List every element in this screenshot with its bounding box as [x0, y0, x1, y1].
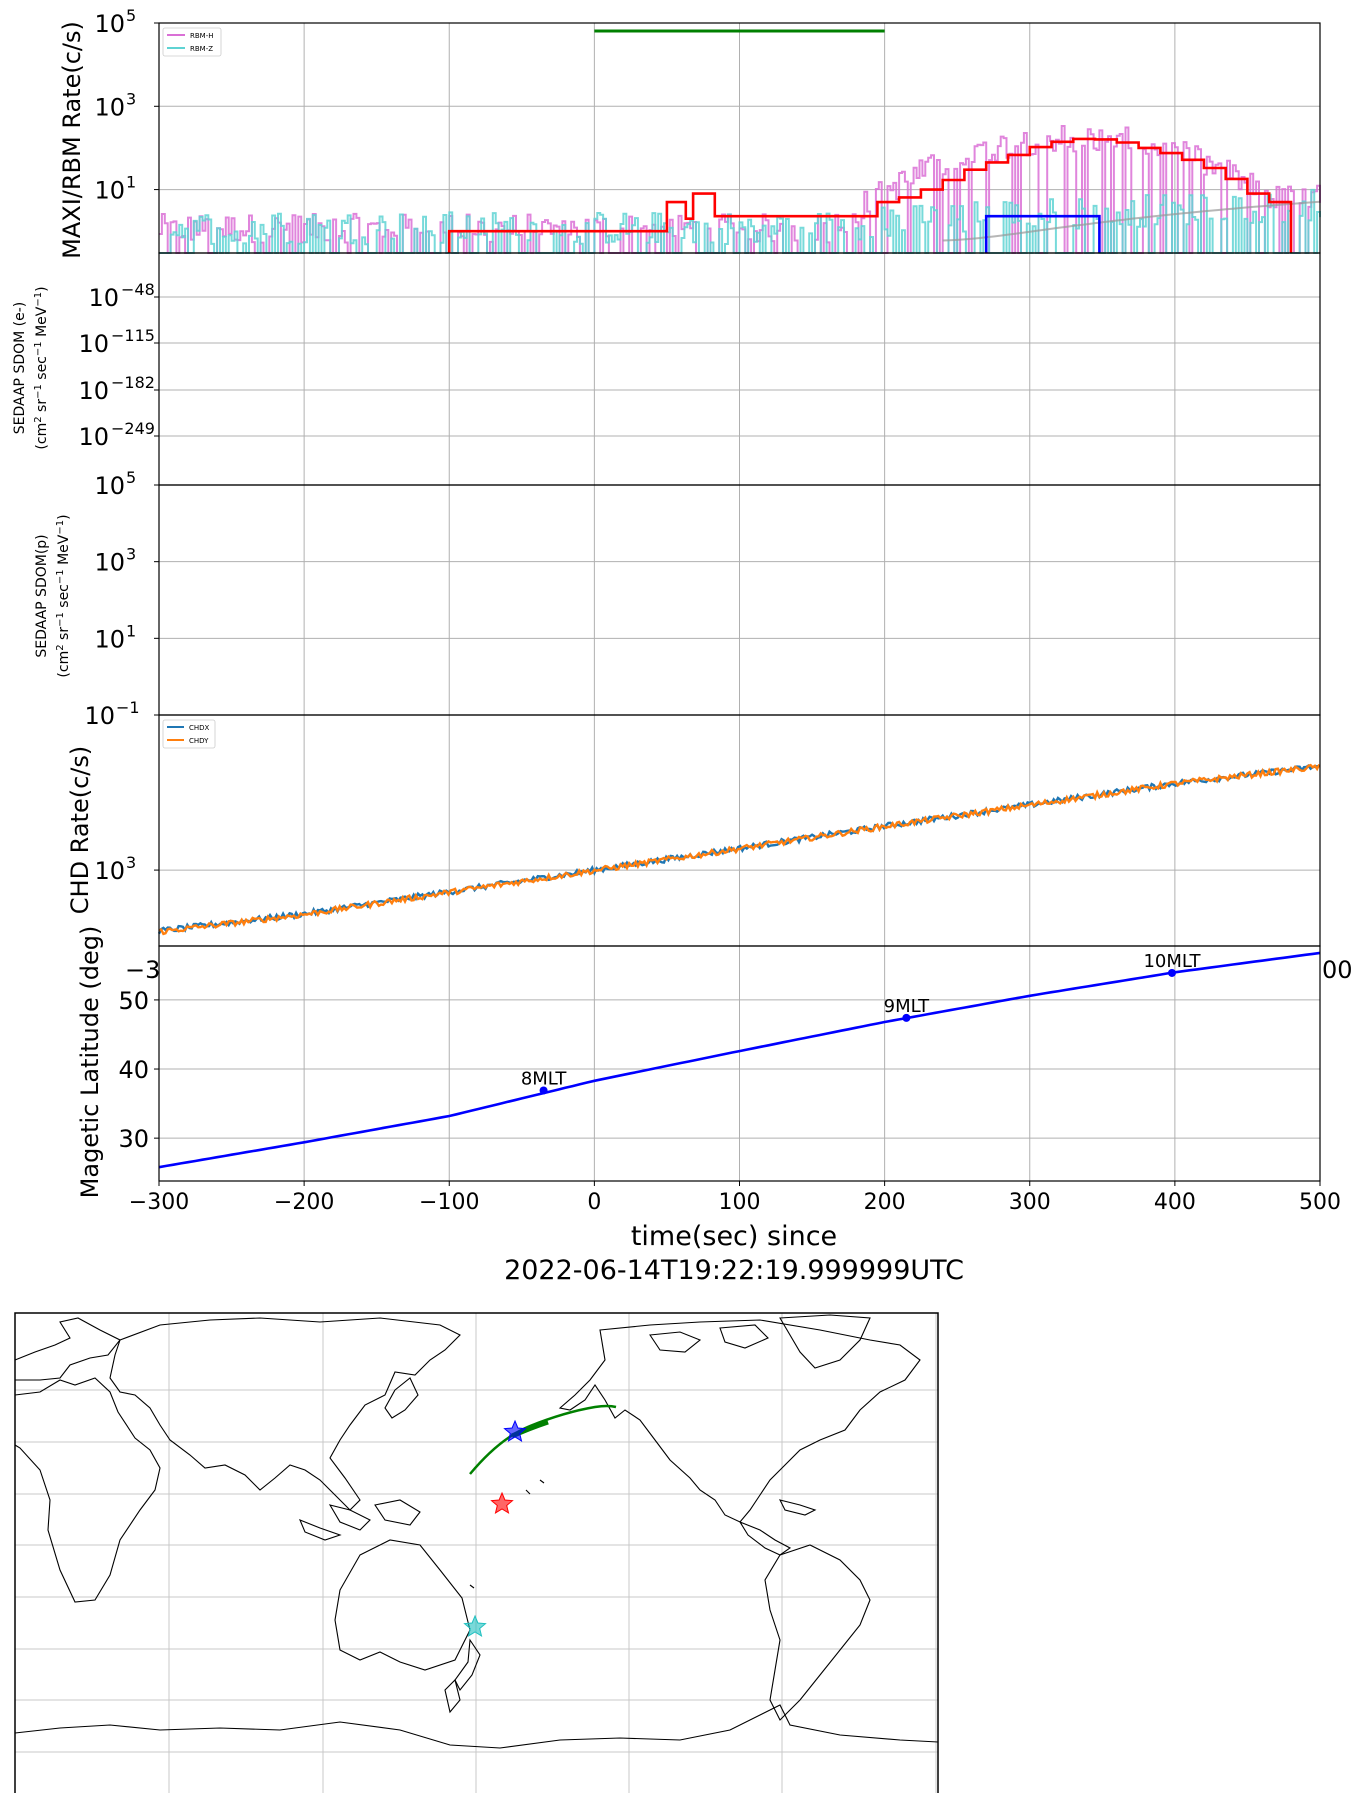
ytick-exponent: 1 [126, 173, 136, 192]
ytick-label: 10 [94, 472, 125, 500]
xtick-label: −200 [274, 1190, 334, 1215]
map-star-cyan [463, 1614, 487, 1637]
ytick-label: 10 [94, 857, 125, 885]
sdom-e-ylabel-line1: SEDAAP SDOM (e-) [12, 302, 28, 435]
panel-maglat-grid [159, 946, 1320, 1181]
xtick-label: −300 [129, 1190, 189, 1215]
ytick-label: 10 [84, 702, 115, 730]
xtick-label: 200 [864, 1190, 906, 1215]
ytick-exponent: 3 [126, 853, 136, 872]
ytick-exponent: −182 [111, 373, 155, 392]
xtick-label: 300 [1009, 1190, 1051, 1215]
xlabel-line2: 2022-06-14T19:22:19.999999UTC [504, 1255, 964, 1286]
xtick-label: 400 [1154, 1190, 1196, 1215]
map-star-blue [503, 1419, 527, 1442]
chdy-line [158, 763, 1321, 936]
chd-legend: CHDX CHDY [162, 719, 216, 749]
panel-maglat: 8MLT 9MLT 10MLT [158, 951, 1321, 1169]
legend-chdx-label: CHDX [189, 724, 210, 732]
ytick-label: 10 [94, 177, 125, 205]
ytick-exponent: −1 [116, 698, 140, 717]
mlt-marker [1167, 968, 1176, 977]
ytick-exponent: 1 [126, 621, 136, 640]
ytick-label: 10 [94, 93, 125, 121]
legend-rbm-h-label: RBM-H [190, 32, 214, 40]
map-star-red [490, 1491, 514, 1514]
xlabel-line1: time(sec) since [631, 1221, 837, 1252]
map-track [469, 1404, 617, 1475]
map-frame [14, 1312, 939, 1793]
maglat-ylabel: Magetic Latitude (deg) [76, 926, 104, 1199]
mlt-label: 9MLT [884, 996, 931, 1017]
xtick-label: 100 [719, 1190, 761, 1215]
legend-rbm-z-label: RBM-Z [190, 45, 213, 53]
xtick-label: −100 [419, 1190, 479, 1215]
mlt-marker [902, 1013, 911, 1022]
clipped-xtick-left: −3 [125, 956, 160, 984]
xtick-label: 0 [587, 1190, 601, 1215]
sdom-p-ylabel-line2: (cm2 sr−1 sec−1 MeV−1) [55, 514, 72, 677]
ytick-exponent: 3 [126, 89, 136, 108]
map-marks [463, 1404, 617, 1637]
mlt-marker [539, 1086, 548, 1095]
panel-chd-grid [159, 715, 1320, 946]
panel-sdom-e-grid [159, 253, 1320, 485]
ytick-label: 10 [88, 284, 119, 312]
mlt-label: 8MLT [521, 1068, 568, 1089]
chd-ylabel: CHD Rate(c/s) [66, 746, 94, 914]
mlt-label: 10MLT [1143, 951, 1201, 972]
ytick-label: 50 [118, 987, 149, 1015]
rbm-blue-step-line [984, 214, 1101, 253]
ytick-label: 10 [94, 549, 125, 577]
maglat-line [158, 951, 1321, 1169]
ytick-exponent: −48 [121, 280, 155, 299]
sdom-p-ylabel-line1: SEDAAP SDOM(p) [34, 534, 50, 657]
panel-chd [157, 763, 1321, 936]
rbm-ylabel: MAXI/RBM Rate(c/s) [58, 21, 86, 259]
ytick-exponent: 5 [126, 468, 136, 487]
ytick-label: 30 [118, 1125, 149, 1153]
ytick-label: 10 [78, 330, 109, 358]
ytick-label: 10 [78, 423, 109, 451]
ytick-label: 10 [94, 10, 125, 38]
ytick-label: 10 [78, 377, 109, 405]
sdom-e-ylabel-line2: (cm2 sr−1 sec−1 MeV−1) [33, 286, 50, 449]
clipped-xtick-right: 00 [1322, 956, 1353, 984]
panel-sdom-p-grid [159, 485, 1320, 715]
map-coastlines [14, 1314, 939, 1749]
world-map [14, 1312, 939, 1793]
ytick-label: 10 [94, 625, 125, 653]
ytick-exponent: −249 [111, 419, 155, 438]
xtick-label: 500 [1299, 1190, 1341, 1215]
rbm-red-step-line [447, 137, 1293, 254]
ytick-exponent: 3 [126, 545, 136, 564]
ytick-label: 40 [118, 1056, 149, 1084]
map-gridlines [15, 1313, 938, 1793]
rbm-smooth-curve [942, 200, 1321, 242]
rbm-legend: RBM-H RBM-Z [162, 27, 222, 57]
legend-chdy-label: CHDY [189, 737, 209, 745]
ytick-exponent: 5 [126, 6, 136, 25]
ytick-exponent: −115 [111, 326, 155, 345]
